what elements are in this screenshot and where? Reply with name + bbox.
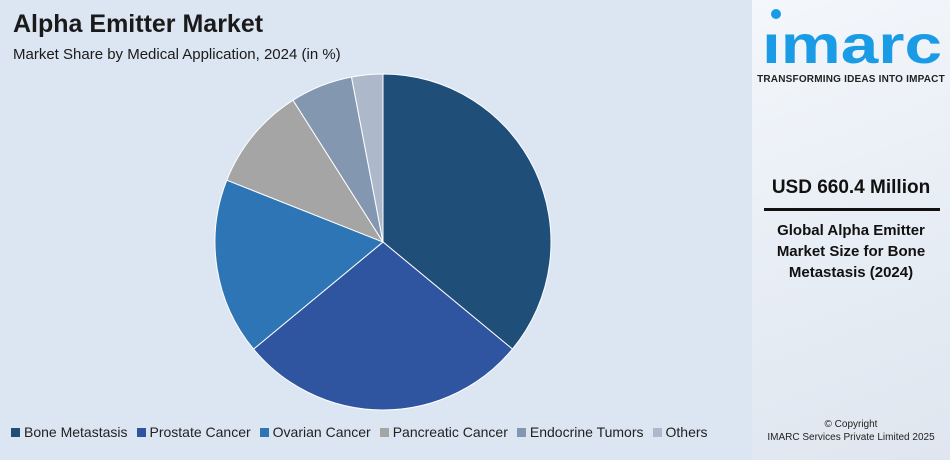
legend-swatch bbox=[11, 427, 20, 437]
tagline: TRANSFORMING IDEAS INTO IMPACT bbox=[757, 74, 945, 85]
pie-slice-bone-metastasis bbox=[382, 73, 552, 350]
legend-label: Ovarian Cancer bbox=[272, 424, 371, 440]
copyright-line-1: © Copyright bbox=[824, 419, 878, 430]
chart-subtitle: Market Share by Medical Application, 202… bbox=[13, 46, 341, 63]
imarc-logo: ımarc bbox=[762, 9, 942, 68]
svg-text:ımarc: ımarc bbox=[762, 15, 942, 68]
legend-item: Ovarian Cancer bbox=[259, 424, 371, 440]
copyright-line-2: IMARC Services Private Limited 2025 bbox=[767, 432, 935, 443]
pie-slice-prostate-cancer bbox=[252, 241, 514, 411]
legend-item: Bone Metastasis bbox=[11, 424, 128, 440]
market-value: USD 660.4 Million bbox=[771, 177, 931, 198]
pie-slice-pancreatic-cancer bbox=[226, 99, 385, 244]
legend-item: Prostate Cancer bbox=[136, 424, 251, 440]
legend-swatch bbox=[379, 427, 389, 437]
divider bbox=[764, 208, 940, 211]
legend-label: Others bbox=[665, 424, 708, 440]
legend-swatch bbox=[516, 427, 526, 437]
copyright: © Copyright IMARC Services Private Limit… bbox=[752, 418, 950, 444]
legend-label: Endocrine Tumors bbox=[529, 424, 644, 440]
pie-slice-ovarian-cancer bbox=[214, 179, 384, 350]
legend-item: Pancreatic Cancer bbox=[379, 424, 508, 440]
chart-area: Alpha Emitter Market Market Share by Med… bbox=[11, 10, 708, 440]
legend: Bone Metastasis Prostate Cancer Ovarian Ca… bbox=[11, 424, 708, 440]
chart-title: Alpha Emitter Market bbox=[13, 10, 264, 38]
legend-item: Others bbox=[652, 424, 708, 440]
legend-swatch bbox=[259, 427, 269, 437]
pie-slice-others bbox=[350, 73, 384, 243]
legend-label: Prostate Cancer bbox=[149, 424, 251, 440]
legend-swatch bbox=[136, 427, 146, 437]
value-description: Global Alpha Emitter Market Size for Bon… bbox=[776, 222, 926, 281]
legend-label: Pancreatic Cancer bbox=[392, 424, 508, 440]
legend-swatch bbox=[652, 427, 662, 437]
pie-chart bbox=[214, 73, 552, 411]
legend-item: Endocrine Tumors bbox=[516, 424, 644, 440]
legend-label: Bone Metastasis bbox=[24, 424, 128, 440]
info-panel: ımarc TRANSFORMING IDEAS INTO IMPACT USD… bbox=[752, 0, 950, 460]
